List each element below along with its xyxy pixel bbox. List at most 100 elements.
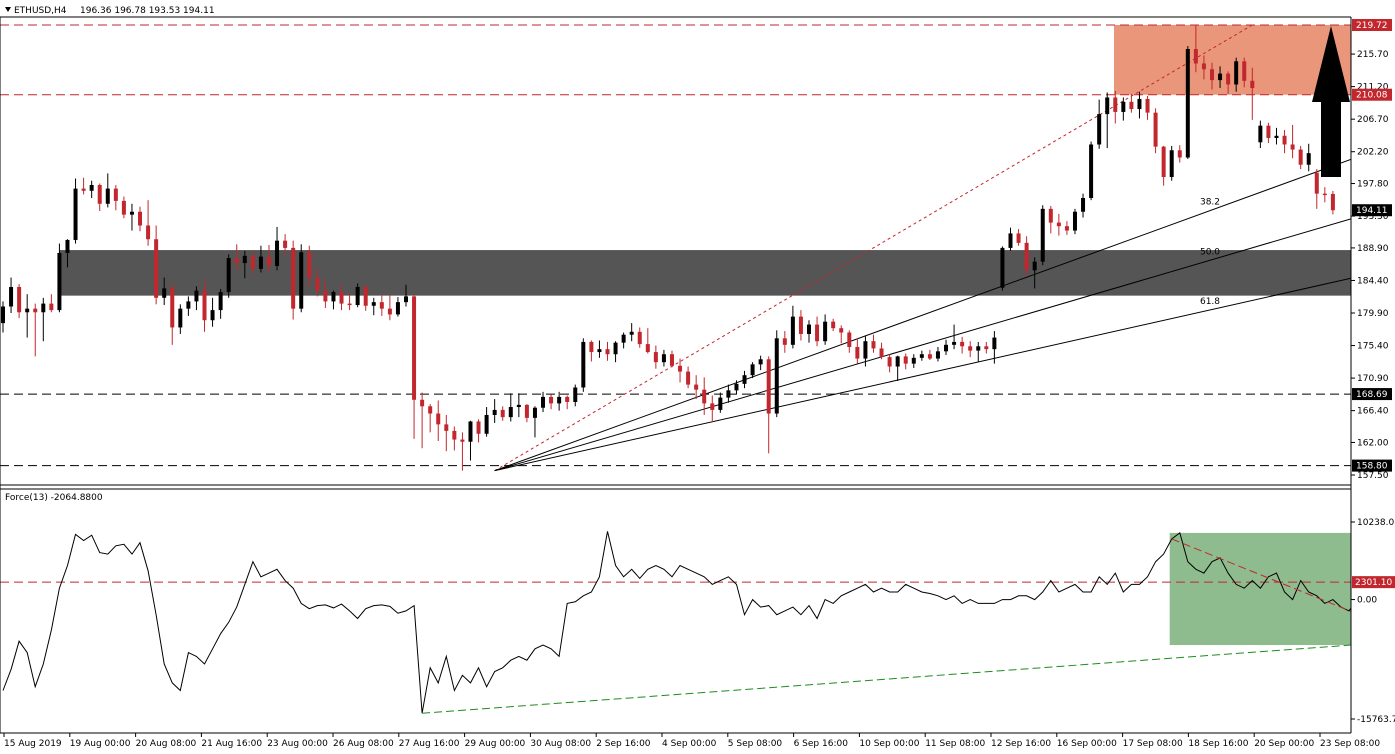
candle	[105, 173, 110, 208]
candle-body	[686, 371, 691, 385]
candle-body	[291, 247, 296, 309]
candle	[1274, 127, 1279, 145]
candle	[944, 339, 949, 355]
candle-body	[258, 256, 263, 269]
candle	[694, 375, 699, 400]
candle-body	[275, 240, 280, 266]
candle	[589, 340, 594, 362]
symbol-label: ETHUSD,H4	[14, 6, 67, 16]
candle	[476, 419, 481, 443]
candle	[1121, 97, 1126, 121]
time-tick-label: 6 Sep 16:00	[794, 739, 849, 749]
candle-body	[9, 286, 14, 307]
candle	[170, 283, 175, 345]
candle-body	[1, 306, 5, 324]
candle-body	[758, 359, 763, 365]
candle	[1024, 236, 1029, 276]
candle-body	[1258, 125, 1263, 143]
collapse-triangle-icon[interactable]	[5, 7, 11, 12]
candle-body	[210, 310, 215, 321]
time-tick-label: 20 Sep 00:00	[1254, 739, 1314, 749]
candle	[226, 254, 231, 298]
candle-body	[1081, 197, 1086, 212]
candle-body	[678, 365, 683, 372]
candle	[1072, 208, 1077, 235]
candle-body	[1274, 135, 1279, 138]
candle-body	[81, 188, 86, 191]
candle-body	[573, 387, 578, 402]
candle	[323, 279, 328, 308]
candle-body	[1314, 172, 1319, 194]
level-tag	[1352, 88, 1392, 101]
time-tick-label: 18 Sep 16:00	[1188, 739, 1248, 749]
candle	[1161, 145, 1166, 186]
candle-body	[565, 396, 570, 402]
candle-body	[404, 296, 408, 303]
current-price-tag	[1352, 204, 1392, 217]
candle-body	[1105, 97, 1110, 115]
candle	[702, 377, 707, 415]
candle-body	[17, 286, 22, 313]
candle-body	[1000, 247, 1005, 288]
candle	[113, 184, 118, 211]
price-panel: 38.2 50.0 61.8 215.70 211.20 206.70 202.20 197.…	[0, 19, 1392, 481]
force-tick-label: 10238.08	[1357, 518, 1395, 528]
candle-body	[1113, 97, 1118, 112]
candle-body	[742, 375, 747, 384]
price-tick-label: 184.40	[1357, 276, 1389, 286]
candle-body	[1072, 211, 1077, 231]
candle	[669, 350, 674, 368]
candle-body	[879, 348, 884, 358]
candle	[428, 404, 433, 433]
candle-body	[960, 341, 965, 347]
candle-body	[815, 324, 820, 342]
candle-body	[371, 302, 376, 306]
force-green-trendline	[422, 644, 1351, 714]
candle-body	[718, 397, 723, 410]
candle-body	[1226, 73, 1231, 85]
candle	[331, 290, 336, 310]
candle	[557, 391, 562, 411]
candle-body	[734, 383, 739, 391]
support-zone	[59, 250, 1351, 296]
candle-body	[524, 404, 529, 418]
candle	[1081, 193, 1086, 218]
candle-body	[476, 421, 481, 434]
candle	[138, 206, 143, 232]
candle-body	[992, 337, 997, 350]
candle-body	[194, 290, 199, 302]
candle-body	[645, 344, 650, 353]
candle-body	[113, 188, 118, 201]
candle	[774, 330, 779, 418]
candle	[291, 240, 296, 320]
candle	[202, 280, 207, 332]
candle-body	[944, 344, 949, 352]
candle	[1169, 145, 1174, 181]
time-tick-label: 20 Aug 08:00	[136, 739, 197, 749]
candle	[154, 225, 159, 305]
candle	[1000, 246, 1005, 291]
candle	[581, 338, 586, 392]
time-tick-label: 21 Aug 16:00	[201, 739, 262, 749]
candle	[492, 399, 497, 423]
candle-body	[138, 211, 143, 226]
level-tag-label: 219.72	[1356, 21, 1388, 31]
candle	[57, 243, 62, 313]
candle-body	[919, 354, 924, 358]
fib-fan-baseline	[494, 24, 1253, 472]
time-tick-label: 27 Aug 16:00	[399, 739, 460, 749]
candle	[395, 297, 400, 317]
level-tag-label: 158.80	[1356, 462, 1388, 472]
candle	[968, 341, 973, 358]
candle-body	[1064, 226, 1069, 231]
candle-body	[726, 390, 731, 398]
candle	[976, 341, 981, 362]
candle-body	[1201, 63, 1206, 70]
candle-body	[782, 338, 787, 345]
level-tag	[1352, 388, 1392, 401]
candle-body	[121, 200, 126, 215]
candle	[89, 180, 94, 198]
time-tick-label: 16 Sep 00:00	[1057, 739, 1117, 749]
candle	[162, 277, 167, 306]
candle-body	[1161, 146, 1166, 178]
